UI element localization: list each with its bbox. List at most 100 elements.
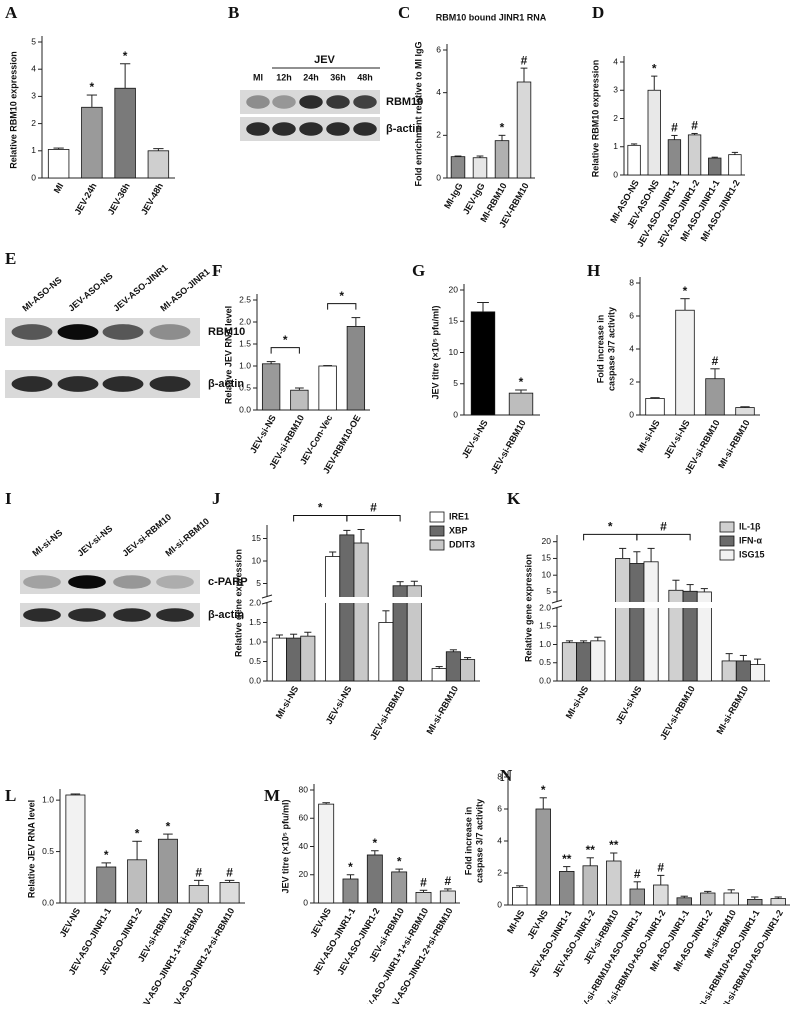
y-tick-label: 0.5 [239,382,251,392]
bar [325,556,341,682]
significance-mark: # [521,53,528,67]
bar [472,157,488,179]
panel-letter: F [212,261,222,280]
x-tick-label: MI-si-RBM10 [714,684,750,736]
bracket-label: * [608,520,613,534]
y-tick-label: 0 [436,172,441,182]
y-tick-label: 4 [436,87,441,97]
bar [391,871,408,904]
significance-mark: * [519,375,524,389]
x-tick-label: MI-si-NS [635,418,662,454]
bar [439,890,456,904]
bar [676,897,692,906]
bar [559,871,575,906]
lane-label: MI-si-NS [30,528,64,559]
bar [81,106,103,179]
lane-label: 36h [330,72,346,82]
bar [290,389,309,411]
bar [728,154,742,176]
bracket [583,533,638,541]
legend-label: IRE1 [449,511,469,521]
significance-mark: * [652,61,657,75]
y-tick-label: 20 [299,869,309,879]
bar [353,542,369,682]
bar [318,803,335,904]
x-tick-label: JEV-NS [525,908,550,941]
significance-mark: # [671,121,678,135]
y-tick-label: 0.0 [239,404,251,414]
panel-letter: I [5,489,12,508]
bracket [346,515,401,522]
y-tick-label: 15 [542,553,552,563]
y-tick-label: 1.0 [539,639,551,649]
significance-mark: # [195,866,202,880]
bar [460,659,476,682]
bar [512,887,528,906]
blot-band [299,122,323,136]
blot-band [246,95,270,109]
bar [318,365,337,411]
y-tick-label: 8 [629,277,634,287]
panel-letter: B [228,3,239,22]
y-tick-label: 10 [542,569,552,579]
bar [342,878,359,904]
x-tick-label: JEV-ASO-JINR1-1 [527,908,573,978]
blot-band [272,122,296,136]
x-tick-label: MI [52,181,66,195]
blot-band [326,122,350,136]
bar [747,899,763,906]
significance-mark: * [90,80,95,94]
bar [750,664,766,682]
axis-break-mark [261,600,273,605]
legend-label: ISG15 [739,549,765,559]
y-axis-label: caspase 3/7 activity [606,307,616,391]
x-tick-label: JEV-si-RBM10 [658,684,697,741]
blot-band [68,575,106,589]
significance-mark: * [541,783,546,797]
y-tick-label: 20 [449,284,459,294]
y-tick-label: 15 [449,316,459,326]
y-tick-label: 2.0 [239,316,251,326]
bar [346,325,366,411]
axis-break [552,602,770,608]
panel-letter: H [587,261,600,280]
y-tick-label: 4 [629,343,634,353]
blot-band [102,324,144,340]
y-tick-label: 0 [613,169,618,179]
y-tick-label: 40 [299,841,309,851]
y-tick-label: 0.0 [42,897,54,907]
bracket [270,347,300,354]
lane-label: MI-ASO-NS [20,275,63,314]
blot-band [156,575,194,589]
x-tick-label: MI-si-RBM10 [424,684,460,736]
y-axis-label: Relative JEV RNA level [26,800,36,898]
bar [643,561,659,682]
bar [219,882,240,904]
y-tick-label: 2 [497,867,502,877]
bar [47,149,70,179]
y-tick-label: 1.0 [42,794,54,804]
blot-band [57,324,99,340]
panel-letter: E [5,249,16,268]
bar [271,637,287,682]
bar [675,309,695,416]
panel-letter: G [412,261,425,280]
significance-mark: # [444,874,451,888]
legend-swatch [429,525,445,537]
bar [535,808,551,906]
panel-letter: K [507,489,521,508]
x-tick-label: JEV-24h [72,181,98,216]
x-tick-label: MI-IgG [442,181,465,210]
significance-mark: * [348,860,353,874]
y-axis-label: Relative gene expression [233,549,243,657]
bar [127,859,148,904]
blot-band [68,608,106,622]
blot-strip [20,570,200,594]
y-tick-label: 1.0 [239,360,251,370]
bar [582,865,598,906]
legend-label: IFN-α [739,535,762,545]
y-tick-label: 0 [497,899,502,909]
y-tick-label: 1 [31,145,36,155]
legend-swatch [429,511,445,523]
x-tick-label: MI-si-RBM10 [716,418,752,470]
